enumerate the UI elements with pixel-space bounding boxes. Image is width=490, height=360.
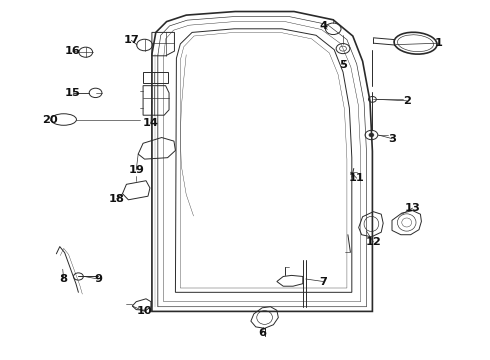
Text: 13: 13: [405, 203, 420, 213]
Text: 3: 3: [388, 134, 396, 144]
Text: 12: 12: [366, 237, 381, 247]
Text: 15: 15: [65, 88, 80, 98]
Text: 2: 2: [403, 96, 411, 106]
Text: 11: 11: [349, 173, 365, 183]
Text: 20: 20: [42, 114, 58, 125]
Text: 10: 10: [137, 306, 152, 316]
Text: 6: 6: [258, 328, 266, 338]
Text: 8: 8: [60, 274, 68, 284]
Text: 5: 5: [339, 60, 347, 70]
Circle shape: [369, 133, 374, 137]
Text: 16: 16: [65, 46, 80, 56]
Text: 14: 14: [143, 118, 159, 128]
Text: 1: 1: [435, 38, 442, 48]
Text: 7: 7: [319, 276, 327, 287]
Text: 19: 19: [128, 165, 144, 175]
Text: 4: 4: [319, 21, 327, 31]
Text: 18: 18: [109, 194, 124, 204]
Text: 17: 17: [123, 35, 139, 45]
Text: 9: 9: [94, 274, 102, 284]
